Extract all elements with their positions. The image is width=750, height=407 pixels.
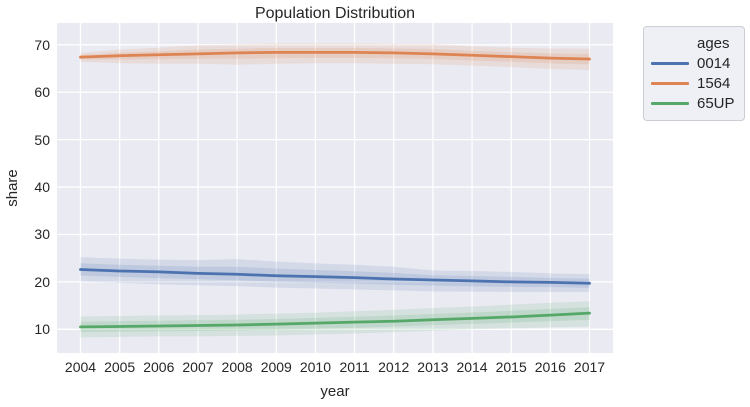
x-tick-label: 2016 [534,359,566,375]
x-tick-label: 2008 [221,359,253,375]
legend-swatch-area [649,102,697,106]
legend-title-row: ages [649,33,738,53]
chart-canvas [57,23,613,353]
x-tick-label: 2005 [104,359,136,375]
legend-swatch-area [649,61,697,65]
plot-area [57,23,613,353]
x-tick-label: 2012 [378,359,410,375]
legend-entry-1564: 1564 [649,74,738,94]
x-tick-label: 2017 [573,359,606,375]
series-1564-band-inner [80,47,590,65]
x-axis-label: year [320,383,350,400]
legend-line-icon [651,61,689,65]
legend-line-icon [651,102,689,106]
series-1564-band-outer [80,43,590,70]
y-tick-label: 70 [34,36,50,53]
legend-entry-label: 0014 [697,54,731,72]
x-tick-label: 2007 [182,359,214,375]
x-tick-label: 2006 [143,359,175,375]
legend-line-icon [651,82,689,86]
x-tick-label: 2013 [417,359,449,375]
legend-entry-label: 65UP [697,95,735,113]
series-1564-line [79,51,591,61]
legend: ages 0014 1564 65UP [643,26,745,121]
legend-entry-0014: 0014 [649,53,738,73]
x-tick-label: 2015 [495,359,527,375]
y-tick-label: 30 [34,226,50,243]
x-tick-label: 2014 [456,359,488,375]
plot-background [57,23,613,353]
series-65UP-band-outer [80,301,590,338]
y-axis-label: share [4,169,21,207]
x-tick-label: 2009 [260,359,292,375]
y-tick-label: 60 [34,84,50,101]
x-tick-label: 2004 [64,359,97,375]
series-0014-band-outer [80,257,590,293]
x-tick-label: 2011 [339,359,370,375]
y-tick-label: 10 [34,321,50,338]
legend-title: ages [697,34,730,52]
series-65UP-line [79,311,591,329]
x-tick-label: 2010 [299,359,331,375]
legend-entry-label: 1564 [697,75,731,93]
chart-title: Population Distribution [254,5,416,22]
y-tick-label: 50 [34,131,50,148]
series-0014-line [79,268,591,285]
y-tick-label: 40 [34,179,50,196]
legend-entry-65UP: 65UP [649,94,738,114]
y-tick-label: 20 [34,273,50,290]
legend-swatch-area [649,82,697,86]
